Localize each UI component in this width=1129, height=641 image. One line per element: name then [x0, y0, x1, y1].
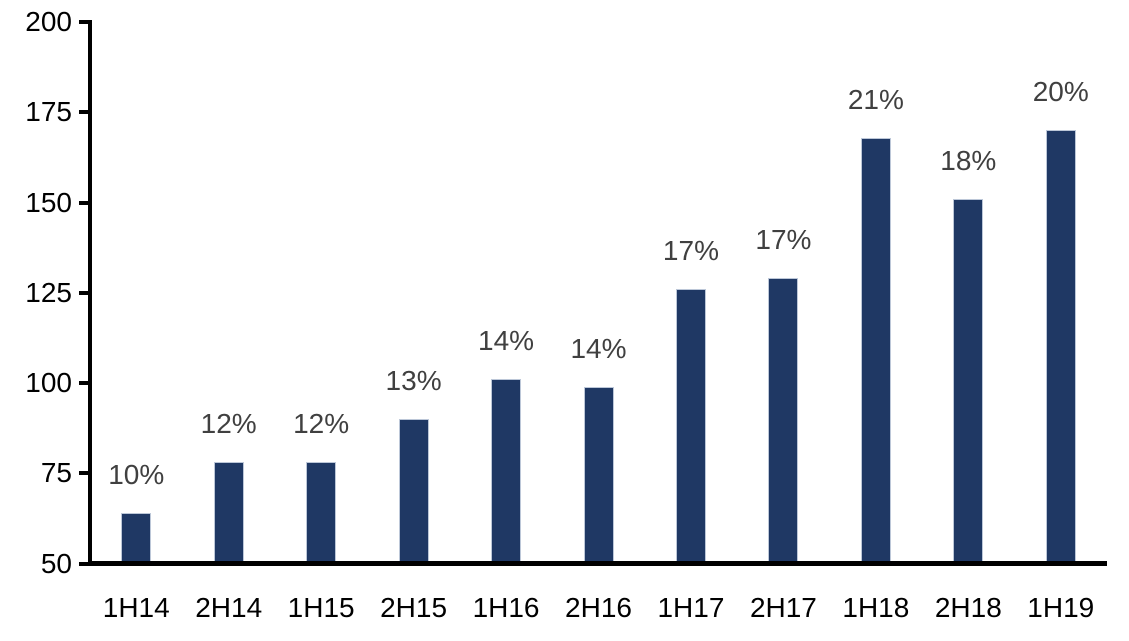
bar-value-label-1h19: 20%	[1032, 76, 1089, 108]
bar-value-label-1h14: 10%	[108, 458, 165, 490]
bar-2h15	[398, 419, 429, 566]
bar-value-label-2h17: 17%	[755, 224, 812, 256]
x-axis-line	[88, 561, 1107, 566]
x-axis-label-2h14: 2H14	[195, 592, 263, 623]
y-axis-tick-mark	[79, 561, 92, 566]
y-axis-line	[88, 20, 92, 566]
bar-1h14	[121, 512, 152, 566]
bar-1h17	[675, 289, 706, 566]
bar-1h19	[1045, 130, 1076, 566]
x-axis-label-1h15: 1H15	[287, 592, 355, 623]
x-axis-label-2h16: 2H16	[565, 592, 632, 623]
bar-1h16	[491, 379, 522, 566]
y-axis-tick-label: 100	[25, 367, 72, 398]
x-axis-label-1h18: 1H18	[842, 592, 910, 623]
y-axis-tick-mark	[79, 110, 92, 115]
bar-value-label-2h18: 18%	[940, 144, 997, 176]
y-axis-tick-label: 150	[25, 186, 72, 218]
y-axis-tick-mark	[79, 20, 92, 24]
y-axis-tick-label: 125	[25, 276, 72, 308]
bar-value-label-2h15: 13%	[385, 365, 442, 397]
y-axis-tick-mark	[79, 471, 92, 476]
x-axis-label-1h14: 1H14	[102, 592, 170, 623]
x-axis-label-1h19: 1H19	[1027, 592, 1095, 623]
y-axis-tick-label: 75	[40, 457, 72, 489]
x-axis-label-1h16: 1H16	[472, 592, 540, 623]
y-axis-tick-label: 175	[25, 96, 72, 128]
bar-value-label-1h16: 14%	[478, 325, 535, 357]
bar-2h16	[583, 386, 614, 566]
bar-value-label-1h18: 21%	[847, 83, 904, 115]
bar-2h18	[953, 198, 984, 566]
y-axis-tick-mark	[79, 290, 92, 295]
bar-value-label-1h15: 12%	[293, 408, 350, 440]
x-axis-label-2h15: 2H15	[380, 592, 448, 623]
bar-1h15	[306, 462, 337, 566]
x-axis-label-2h18: 2H18	[934, 592, 1002, 623]
bar-value-label-1h17: 17%	[662, 235, 719, 267]
x-axis-label-1h17: 1H17	[657, 592, 725, 623]
bar-value-label-2h16: 14%	[570, 332, 627, 364]
bar-2h14	[213, 462, 244, 566]
y-axis-tick-label: 200	[25, 6, 72, 37]
bar-1h18	[860, 137, 891, 566]
y-axis-tick-mark	[79, 200, 92, 205]
y-axis-tick-label: 50	[40, 547, 72, 579]
bar-value-label-2h14: 12%	[200, 408, 257, 440]
bar-2h17	[768, 278, 799, 566]
y-axis-tick-mark	[79, 381, 92, 385]
x-axis-label-2h17: 2H17	[749, 592, 817, 623]
